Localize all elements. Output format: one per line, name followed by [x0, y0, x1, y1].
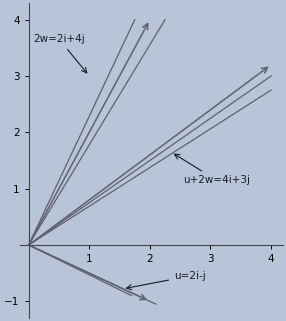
Text: u=2i-j: u=2i-j [126, 271, 206, 290]
Text: u+2w=4i+3j: u+2w=4i+3j [174, 154, 250, 185]
Text: 2w=2i+4j: 2w=2i+4j [33, 34, 87, 73]
